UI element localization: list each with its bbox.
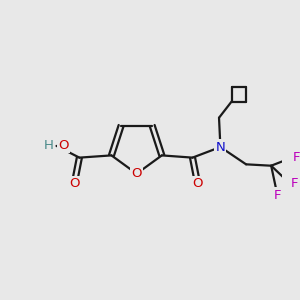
Text: O: O	[131, 167, 142, 180]
Text: N: N	[215, 140, 225, 154]
Text: F: F	[291, 176, 298, 190]
Text: O: O	[69, 177, 80, 190]
Text: H: H	[44, 139, 54, 152]
Text: O: O	[192, 177, 203, 190]
Text: F: F	[293, 152, 300, 164]
Text: F: F	[274, 188, 281, 202]
Text: O: O	[58, 139, 69, 152]
